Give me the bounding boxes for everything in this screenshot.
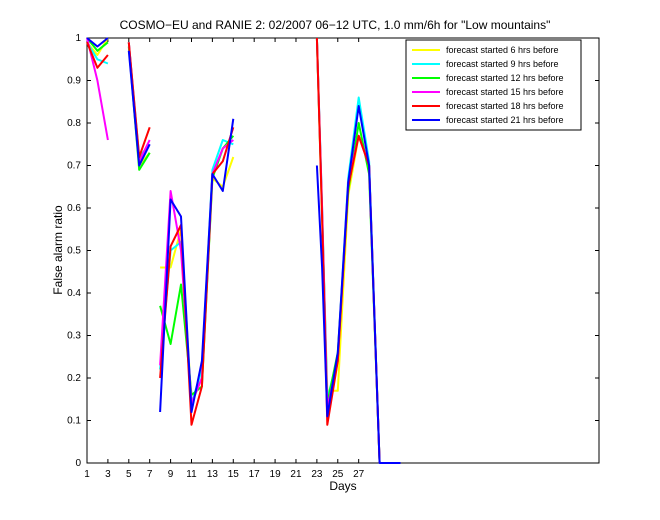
series-6	[86, 37, 401, 464]
legend-label: forecast started 9 hrs before	[446, 59, 559, 69]
series-line	[159, 127, 235, 426]
x-tick-label: 25	[332, 469, 344, 480]
x-tick-label: 11	[186, 469, 197, 480]
x-tick-label: 15	[228, 469, 240, 480]
x-tick-label: 13	[207, 469, 219, 480]
legend-label: forecast started 21 hrs before	[446, 115, 564, 125]
y-tick-label: 0.9	[67, 76, 81, 87]
x-tick-label: 19	[270, 469, 282, 480]
y-tick-label: 0.6	[67, 203, 81, 214]
x-axis-label: Days	[329, 479, 356, 493]
y-tick-label: 0.8	[67, 118, 81, 129]
y-tick-label: 0.2	[67, 373, 81, 384]
legend-label: forecast started 12 hrs before	[446, 73, 564, 83]
series-line	[86, 37, 109, 52]
series-group	[86, 37, 401, 464]
y-tick-label: 1	[75, 33, 81, 44]
y-tick-label: 0.5	[67, 246, 81, 257]
y-tick-label: 0.7	[67, 161, 81, 172]
x-tick-label: 27	[353, 469, 365, 480]
x-tick-label: 17	[249, 469, 261, 480]
series-line	[86, 37, 109, 48]
series-line	[127, 50, 151, 167]
x-tick-label: 1	[84, 469, 90, 480]
y-tick-label: 0	[75, 458, 81, 469]
legend-label: forecast started 15 hrs before	[446, 87, 564, 97]
y-tick-label: 0.1	[67, 416, 81, 427]
ticks: 1 3 5 7 9 11 13 15 17 19 21 23 25 2700.10.20.30.40.50…	[67, 33, 599, 480]
legend: forecast started 6 hrs before forecast st…	[405, 39, 582, 131]
legend-label: forecast started 18 hrs before	[446, 101, 564, 111]
x-tick-label: 9	[168, 469, 174, 480]
y-tick-label: 0.3	[67, 331, 81, 342]
legend-label: forecast started 6 hrs before	[446, 45, 559, 55]
legend-box	[405, 39, 582, 131]
chart-title: COSMO−EU and RANIE 2: 02/2007 06−12 UTC,…	[120, 18, 551, 32]
x-tick-label: 7	[147, 469, 153, 480]
x-tick-label: 23	[311, 469, 323, 480]
x-tick-label: 3	[105, 469, 111, 480]
series-line	[159, 118, 235, 413]
x-tick-label: 5	[126, 469, 132, 480]
series-line	[86, 41, 109, 69]
y-tick-label: 0.4	[67, 288, 81, 299]
y-axis-label: False alarm ratio	[51, 205, 65, 295]
x-tick-label: 21	[290, 469, 302, 480]
series-line	[315, 105, 401, 464]
